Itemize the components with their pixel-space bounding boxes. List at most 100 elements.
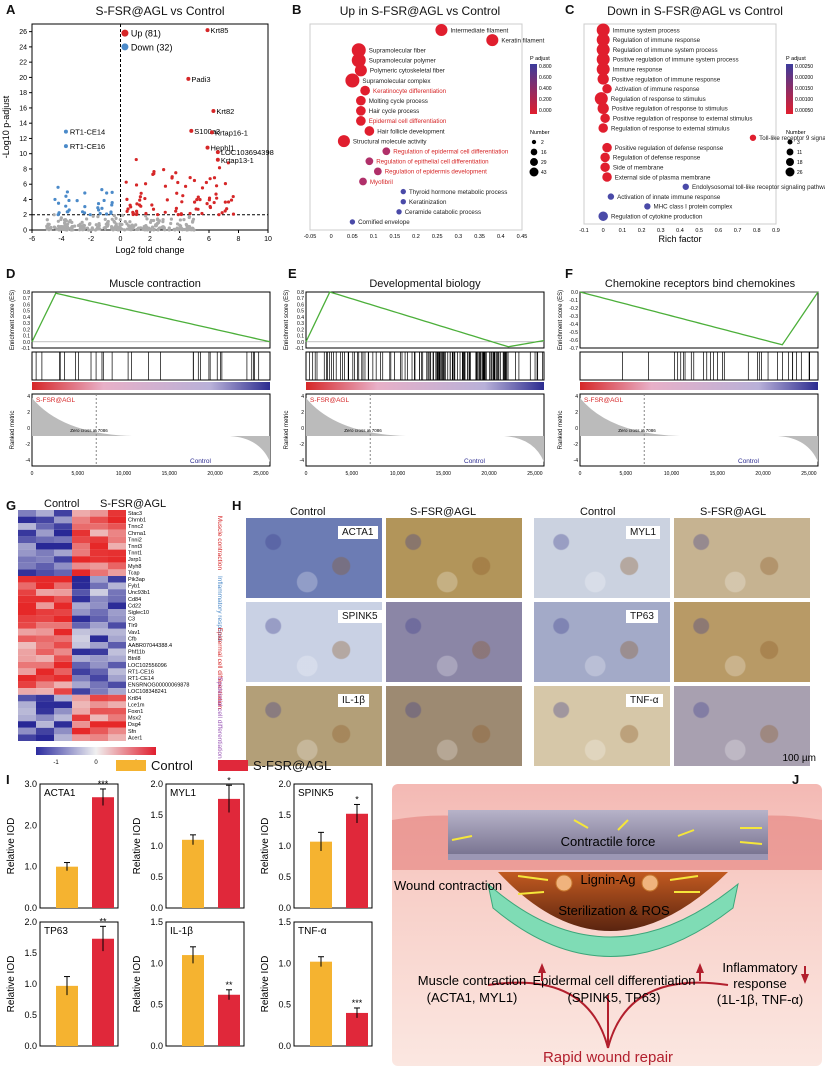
gsea-rm-area [306,398,544,462]
legend-treated-label: S-FSR@AGL [253,758,332,773]
heatmap-cell [72,510,90,517]
go-term-label: Positive regulation of immune response [612,76,721,83]
heatmap-cell [36,694,54,702]
ihc-marker-label: SPINK5 [338,610,382,623]
volcano-point-up [135,202,139,206]
heatmap-cell [108,523,126,530]
legend-control-swatch [116,760,146,771]
volcano-point-up [139,191,143,195]
heatmap-cell [54,661,72,669]
heatmap-cell [72,727,90,735]
heatmap-cell [36,675,54,682]
heatmap-gene-label: Tnnt1 [128,551,142,557]
volcano-point-up [217,213,221,217]
heatmap-cell [36,549,54,557]
go-size-dot [531,139,537,145]
heatmap-cell [108,615,126,623]
go-term-label: Ceramide catabolic process [405,209,481,216]
volcano-point-ns [154,223,158,227]
heatmap-cell [18,589,36,596]
heatmap-cell [18,510,36,517]
heatmap-cell [36,681,54,689]
heatmap-cell [18,543,36,550]
heatmap-cell [72,661,90,669]
heatmap-cell [72,543,90,550]
volcano-xtick-label: 0 [119,236,123,243]
ihc-marker-label: TNF-α [626,694,663,707]
go-term-label: Regulation of epidermis development [385,169,487,176]
gsea-es-frame [579,291,819,349]
volcano-point-ns [103,217,107,221]
heatmap-cell [90,688,108,695]
iod-bar-treated [218,994,240,1046]
volcano-point-ns [136,226,141,230]
heatmap-cell [36,628,54,636]
volcano-point-ns [64,219,69,223]
volcano-point-up [176,180,180,185]
volcano-point-up [134,183,139,187]
iod-ytick: 1.5 [278,810,291,820]
heatmap-gene-label: Fyb1 [128,584,140,590]
heatmap-group-label: Epidermal cell differentiation [216,677,223,759]
go-xtick-label: 0.4 [676,228,684,234]
go-xtick-label: 0 [330,234,333,240]
heatmap-cell [36,642,54,649]
volcano-ytick-label: 6 [23,182,27,189]
heatmap-cell [90,622,108,629]
gsea-rm-ytick: -4 [26,458,31,464]
heatmap-cell [36,615,54,623]
volcano-point-up [212,176,217,180]
iod-ytick: 1.0 [278,958,291,968]
ihc-marker-label: ACTA1 [338,526,378,539]
volcano-point-ns [158,226,162,230]
go-term-label: Immune system process [613,27,680,34]
iod-ytick: 0.0 [150,903,163,913]
volcano-point-ns [110,217,114,221]
heatmap-cell [36,516,54,524]
heatmap-gene-label: Cd22 [128,603,141,609]
go-term-label: Positive regulation of response to exter… [613,116,753,123]
gsea-ytick-label: -0.1 [295,346,304,352]
volcano-point-ns [103,225,108,229]
heatmap-cell [90,668,108,675]
gsea-xtick-label: 10,000 [390,471,406,477]
heatmap-cell [72,648,90,656]
go-term-dot [594,92,608,106]
gsea-rm-ytick: -4 [300,458,305,464]
volcano-point-down [65,190,70,194]
gsea-ytick-label: 0.4 [297,315,304,321]
heatmap-cell [108,529,126,537]
volcano-point-ns [149,228,153,232]
volcano-point-ns [104,222,108,226]
go-frame [583,23,777,225]
go-term-dot [682,183,689,190]
gsea-zero-cross-text: Zero cross at 7086 [344,428,382,433]
volcano-point-up [207,196,212,200]
ihc-image [534,602,670,682]
gsea-ytick-label: -0.4 [569,322,578,328]
iod-title: IL-1β [170,926,193,937]
gsea-xtick-label: 20,000 [207,471,223,477]
go-term-label: Toll-like receptor 9 signaling pathway [759,135,825,142]
ihc-scalebar-label: 100 µm [782,753,816,764]
volcano-point-up [163,210,167,214]
volcano-gene-label: LOC103694398 [221,148,274,157]
epidermal-diff-text: Epidermal cell differentiation [532,973,695,988]
volcano-xlabel: Log2 fold change [115,245,184,255]
go-size-value: 18 [797,160,803,166]
volcano-point-ns [114,216,118,220]
volcano-point-ns [70,225,74,229]
go-term-label: Positive regulation of response to stimu… [612,106,728,113]
gsea-f-plot: -0.7 -0.6 -0.5 -0.4 -0.3 -0.2 -0.1 0.0 Enrichmen… [558,290,819,477]
volcano-point-up [163,184,168,188]
heatmap-cell [72,655,90,662]
gsea-rm-ytick: 2 [575,410,578,416]
volcano-point-down [56,201,61,205]
volcano-point-up [196,207,200,211]
ihc-control-label-2: Control [580,506,616,518]
volcano-gene-label: Krtap13-1 [221,156,254,165]
wound-bed [498,872,728,931]
volcano-point-up [179,212,183,217]
go-term-label: External side of plasma membrane [615,174,711,181]
gsea-ytick-label: -0.3 [569,314,578,320]
